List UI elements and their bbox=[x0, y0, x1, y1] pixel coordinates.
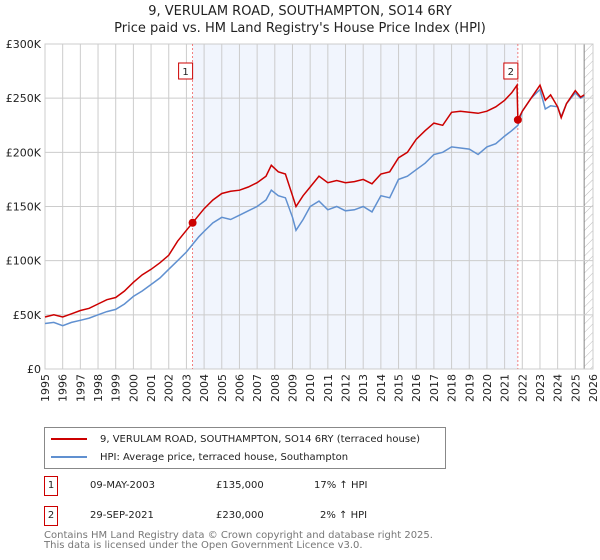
x-tick-label: 2022 bbox=[516, 374, 529, 402]
legend-swatch-hpi bbox=[51, 456, 87, 458]
legend-item-property: 9, VERULAM ROAD, SOUTHAMPTON, SO14 6RY (… bbox=[51, 431, 420, 447]
x-tick-label: 2005 bbox=[216, 374, 229, 402]
chart-subtitle: Price paid vs. HM Land Registry's House … bbox=[114, 21, 486, 36]
x-tick-label: 2010 bbox=[304, 374, 317, 402]
footer: Contains HM Land Registry data © Crown c… bbox=[44, 531, 433, 551]
series-line-hpi bbox=[44, 88, 585, 327]
x-tick-label: 2001 bbox=[145, 374, 158, 402]
x-tick-label: 1996 bbox=[57, 374, 70, 402]
y-tick-label: £100K bbox=[6, 255, 42, 268]
x-tick-label: 2026 bbox=[587, 374, 600, 402]
x-tick-label: 2024 bbox=[552, 374, 565, 402]
x-tick-label: 2025 bbox=[569, 374, 582, 402]
x-tick-label: 2006 bbox=[233, 374, 246, 402]
x-tick-label: 2004 bbox=[198, 374, 211, 402]
x-tick-label: 2017 bbox=[428, 374, 441, 402]
sale-point bbox=[188, 218, 197, 227]
x-tick-label: 2012 bbox=[340, 374, 353, 402]
x-tick-label: 1997 bbox=[74, 374, 87, 402]
legend-label-hpi: HPI: Average price, terraced house, Sout… bbox=[100, 451, 349, 463]
sale-price: £135,000 bbox=[216, 480, 264, 491]
sale-point bbox=[513, 115, 522, 124]
sale-hpi: 2% ↑ HPI bbox=[320, 510, 368, 521]
x-tick-label: 2003 bbox=[180, 374, 193, 402]
y-tick-label: £50K bbox=[13, 309, 42, 322]
sale-marker-label: 1 bbox=[44, 476, 58, 496]
sale-date: 09-MAY-2003 bbox=[90, 480, 156, 491]
x-tick-label: 2018 bbox=[446, 374, 459, 402]
plot-area: 1995 1996 1997 1998 1999 2000 2001 2002 2003 2004… bbox=[6, 38, 600, 402]
sale-annotation-box bbox=[178, 62, 194, 80]
x-tick-label: 2020 bbox=[481, 374, 494, 402]
x-tick-label: 2016 bbox=[410, 374, 423, 402]
x-tick-label: 2009 bbox=[286, 374, 299, 402]
legend: 9, VERULAM ROAD, SOUTHAMPTON, SO14 6RY (… bbox=[44, 427, 446, 469]
x-tick-label: 2007 bbox=[251, 374, 264, 402]
sale-date: 29-SEP-2021 bbox=[90, 510, 154, 521]
sale-annotation-label: 1 bbox=[182, 67, 188, 78]
x-tick-label: 2014 bbox=[375, 374, 388, 402]
x-tick-label: 2019 bbox=[463, 374, 476, 402]
x-tick-label: 2002 bbox=[163, 374, 176, 402]
sale-annotation-label: 2 bbox=[508, 67, 514, 78]
y-tick-label: £250K bbox=[6, 92, 42, 105]
x-tick-label: 2013 bbox=[357, 374, 370, 402]
x-tick-label: 2021 bbox=[499, 374, 512, 402]
series-line-property bbox=[44, 82, 585, 318]
plot-border bbox=[44, 43, 594, 370]
x-tick-label: 2023 bbox=[534, 374, 547, 402]
x-tick-label: 1998 bbox=[92, 374, 105, 402]
sale-price: £230,000 bbox=[216, 510, 264, 521]
x-tick-label: 2008 bbox=[269, 374, 282, 402]
x-tick-label: 2015 bbox=[393, 374, 406, 402]
chart-title: 9, VERULAM ROAD, SOUTHAMPTON, SO14 6RY bbox=[148, 4, 452, 19]
y-tick-label: £150K bbox=[6, 201, 42, 214]
x-tick-label: 2000 bbox=[127, 374, 140, 402]
sale-marker-label: 2 bbox=[44, 506, 58, 526]
y-tick-label: £300K bbox=[6, 38, 42, 51]
y-tick-label: £200K bbox=[6, 146, 42, 159]
legend-item-hpi: HPI: Average price, terraced house, Sout… bbox=[51, 449, 348, 465]
sale-annotation-box bbox=[503, 62, 519, 80]
footer-line-2: This data is licensed under the Open Gov… bbox=[44, 540, 363, 551]
y-tick-label: £0 bbox=[27, 363, 41, 376]
x-tick-label: 1995 bbox=[39, 374, 52, 402]
footer-line-1: Contains HM Land Registry data © Crown c… bbox=[44, 530, 433, 541]
legend-swatch-property bbox=[51, 438, 87, 440]
x-tick-label: 2011 bbox=[322, 374, 335, 402]
sale-hpi: 17% ↑ HPI bbox=[314, 480, 368, 491]
legend-label-property: 9, VERULAM ROAD, SOUTHAMPTON, SO14 6RY (… bbox=[100, 433, 421, 445]
x-tick-label: 1999 bbox=[110, 374, 123, 402]
